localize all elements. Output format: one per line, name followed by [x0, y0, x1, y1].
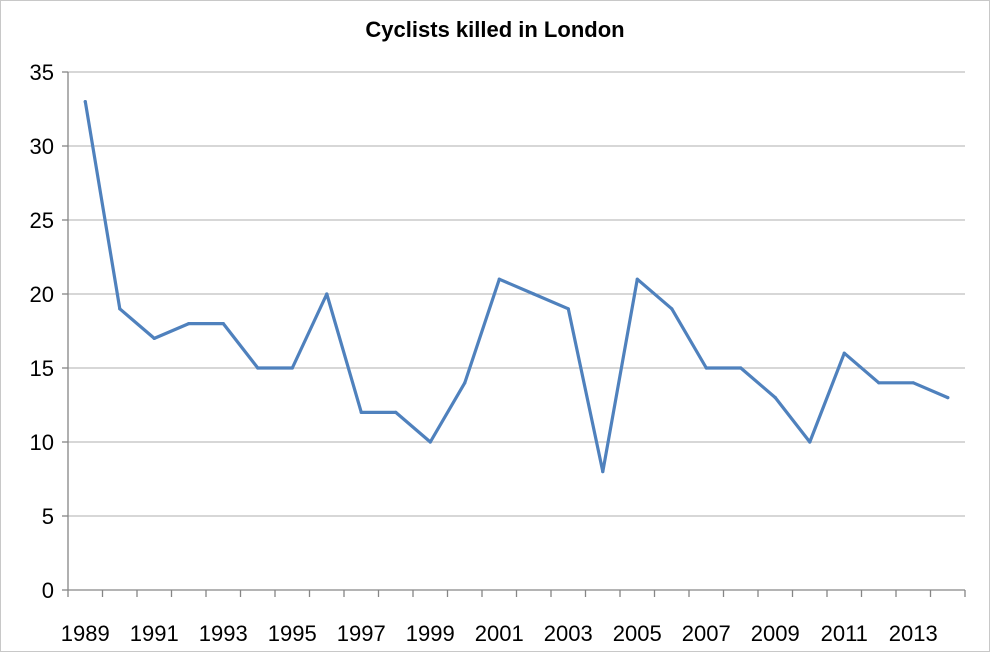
data-point — [946, 396, 950, 400]
data-point — [739, 366, 743, 370]
data-point — [704, 366, 708, 370]
x-tick-label: 2009 — [751, 621, 800, 646]
y-tick-label: 5 — [42, 504, 54, 529]
data-point — [635, 277, 639, 281]
x-tick-label: 2011 — [821, 621, 868, 646]
x-tick-labels: 1989 1991 1993 1995 1997 1999 2001 2003 2005 2007… — [61, 621, 938, 646]
data-point — [118, 307, 122, 311]
x-tick-label: 2001 — [475, 621, 524, 646]
data-point — [532, 292, 536, 296]
axes — [62, 71, 966, 597]
series-line — [83, 99, 950, 474]
data-point — [463, 381, 467, 385]
data-point — [359, 410, 363, 414]
data-point — [808, 440, 812, 444]
data-point — [842, 351, 846, 355]
x-tick-label: 1991 — [130, 621, 179, 646]
data-point — [83, 100, 87, 104]
y-tick-label: 30 — [30, 134, 54, 159]
series-layer — [83, 99, 950, 474]
data-point — [394, 410, 398, 414]
gridlines — [68, 71, 965, 517]
x-tick-label: 2003 — [544, 621, 593, 646]
data-point — [187, 322, 191, 326]
y-tick-label: 10 — [30, 430, 54, 455]
chart-title: Cyclists killed in London — [365, 17, 625, 42]
data-point — [670, 307, 674, 311]
y-tick-label: 0 — [42, 578, 54, 603]
x-tick-label: 1989 — [61, 621, 110, 646]
y-tick-label: 20 — [30, 282, 54, 307]
data-point — [428, 440, 432, 444]
data-point — [152, 336, 156, 340]
y-tick-labels: 0 5 10 15 20 25 30 35 — [30, 60, 54, 603]
x-tick-label: 1993 — [199, 621, 248, 646]
data-point — [325, 292, 329, 296]
x-tick-label: 1999 — [406, 621, 455, 646]
y-tick-label: 15 — [30, 356, 54, 381]
x-tick-label: 2005 — [613, 621, 662, 646]
data-point — [773, 396, 777, 400]
data-point — [601, 470, 605, 474]
x-tick-label: 2007 — [682, 621, 731, 646]
data-point — [566, 307, 570, 311]
y-tick-label: 35 — [30, 60, 54, 85]
data-point — [290, 366, 294, 370]
data-point — [911, 381, 915, 385]
data-point — [221, 322, 225, 326]
y-tick-label: 25 — [30, 208, 54, 233]
data-point — [877, 381, 881, 385]
data-point — [256, 366, 260, 370]
data-point — [497, 277, 501, 281]
x-tick-label: 2013 — [889, 621, 938, 646]
x-tick-label: 1997 — [337, 621, 386, 646]
x-tick-label: 1995 — [268, 621, 317, 646]
